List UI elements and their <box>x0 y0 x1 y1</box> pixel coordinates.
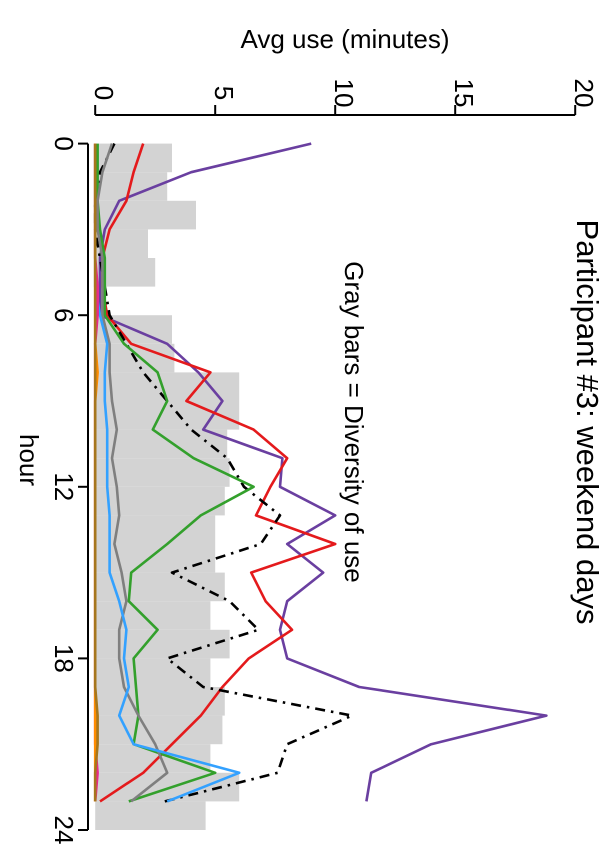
diversity-bar <box>95 772 240 802</box>
diversity-bar <box>95 372 240 401</box>
y-tick-label: 20 <box>569 79 599 108</box>
y-tick-label: 5 <box>209 86 239 100</box>
y-tick-label: 10 <box>329 79 359 108</box>
diversity-bar <box>95 458 230 487</box>
chart-annotation: Gray bars = Diversity of use <box>339 261 369 583</box>
x-tick-label: 6 <box>49 308 79 322</box>
series-line <box>96 143 255 803</box>
series-line <box>93 143 354 803</box>
diversity-bar <box>95 715 223 745</box>
diversity-bar <box>95 629 230 659</box>
y-axis-title: Avg use (minutes) <box>240 24 449 54</box>
axes: 0 6 12 18 24 0 5 10 15 20 <box>49 79 599 845</box>
x-tick-label: 18 <box>49 644 79 673</box>
y-tick-label: 0 <box>89 86 119 100</box>
diversity-bar <box>95 200 196 230</box>
diversity-bar <box>95 544 216 573</box>
x-tick-label: 0 <box>49 136 79 150</box>
diversity-bar <box>95 801 206 830</box>
series-lines <box>93 142 548 803</box>
y-tick-label: 15 <box>449 79 479 108</box>
series-line <box>93 143 99 802</box>
chart-title: Participant #3: weekend days <box>570 220 605 625</box>
diversity-bar <box>95 658 211 687</box>
x-tick-label: 24 <box>49 816 79 845</box>
diversity-bar <box>95 401 240 430</box>
x-tick-label: 12 <box>49 472 79 501</box>
x-axis-title: hour <box>14 434 44 486</box>
diversity-bar <box>95 486 225 516</box>
